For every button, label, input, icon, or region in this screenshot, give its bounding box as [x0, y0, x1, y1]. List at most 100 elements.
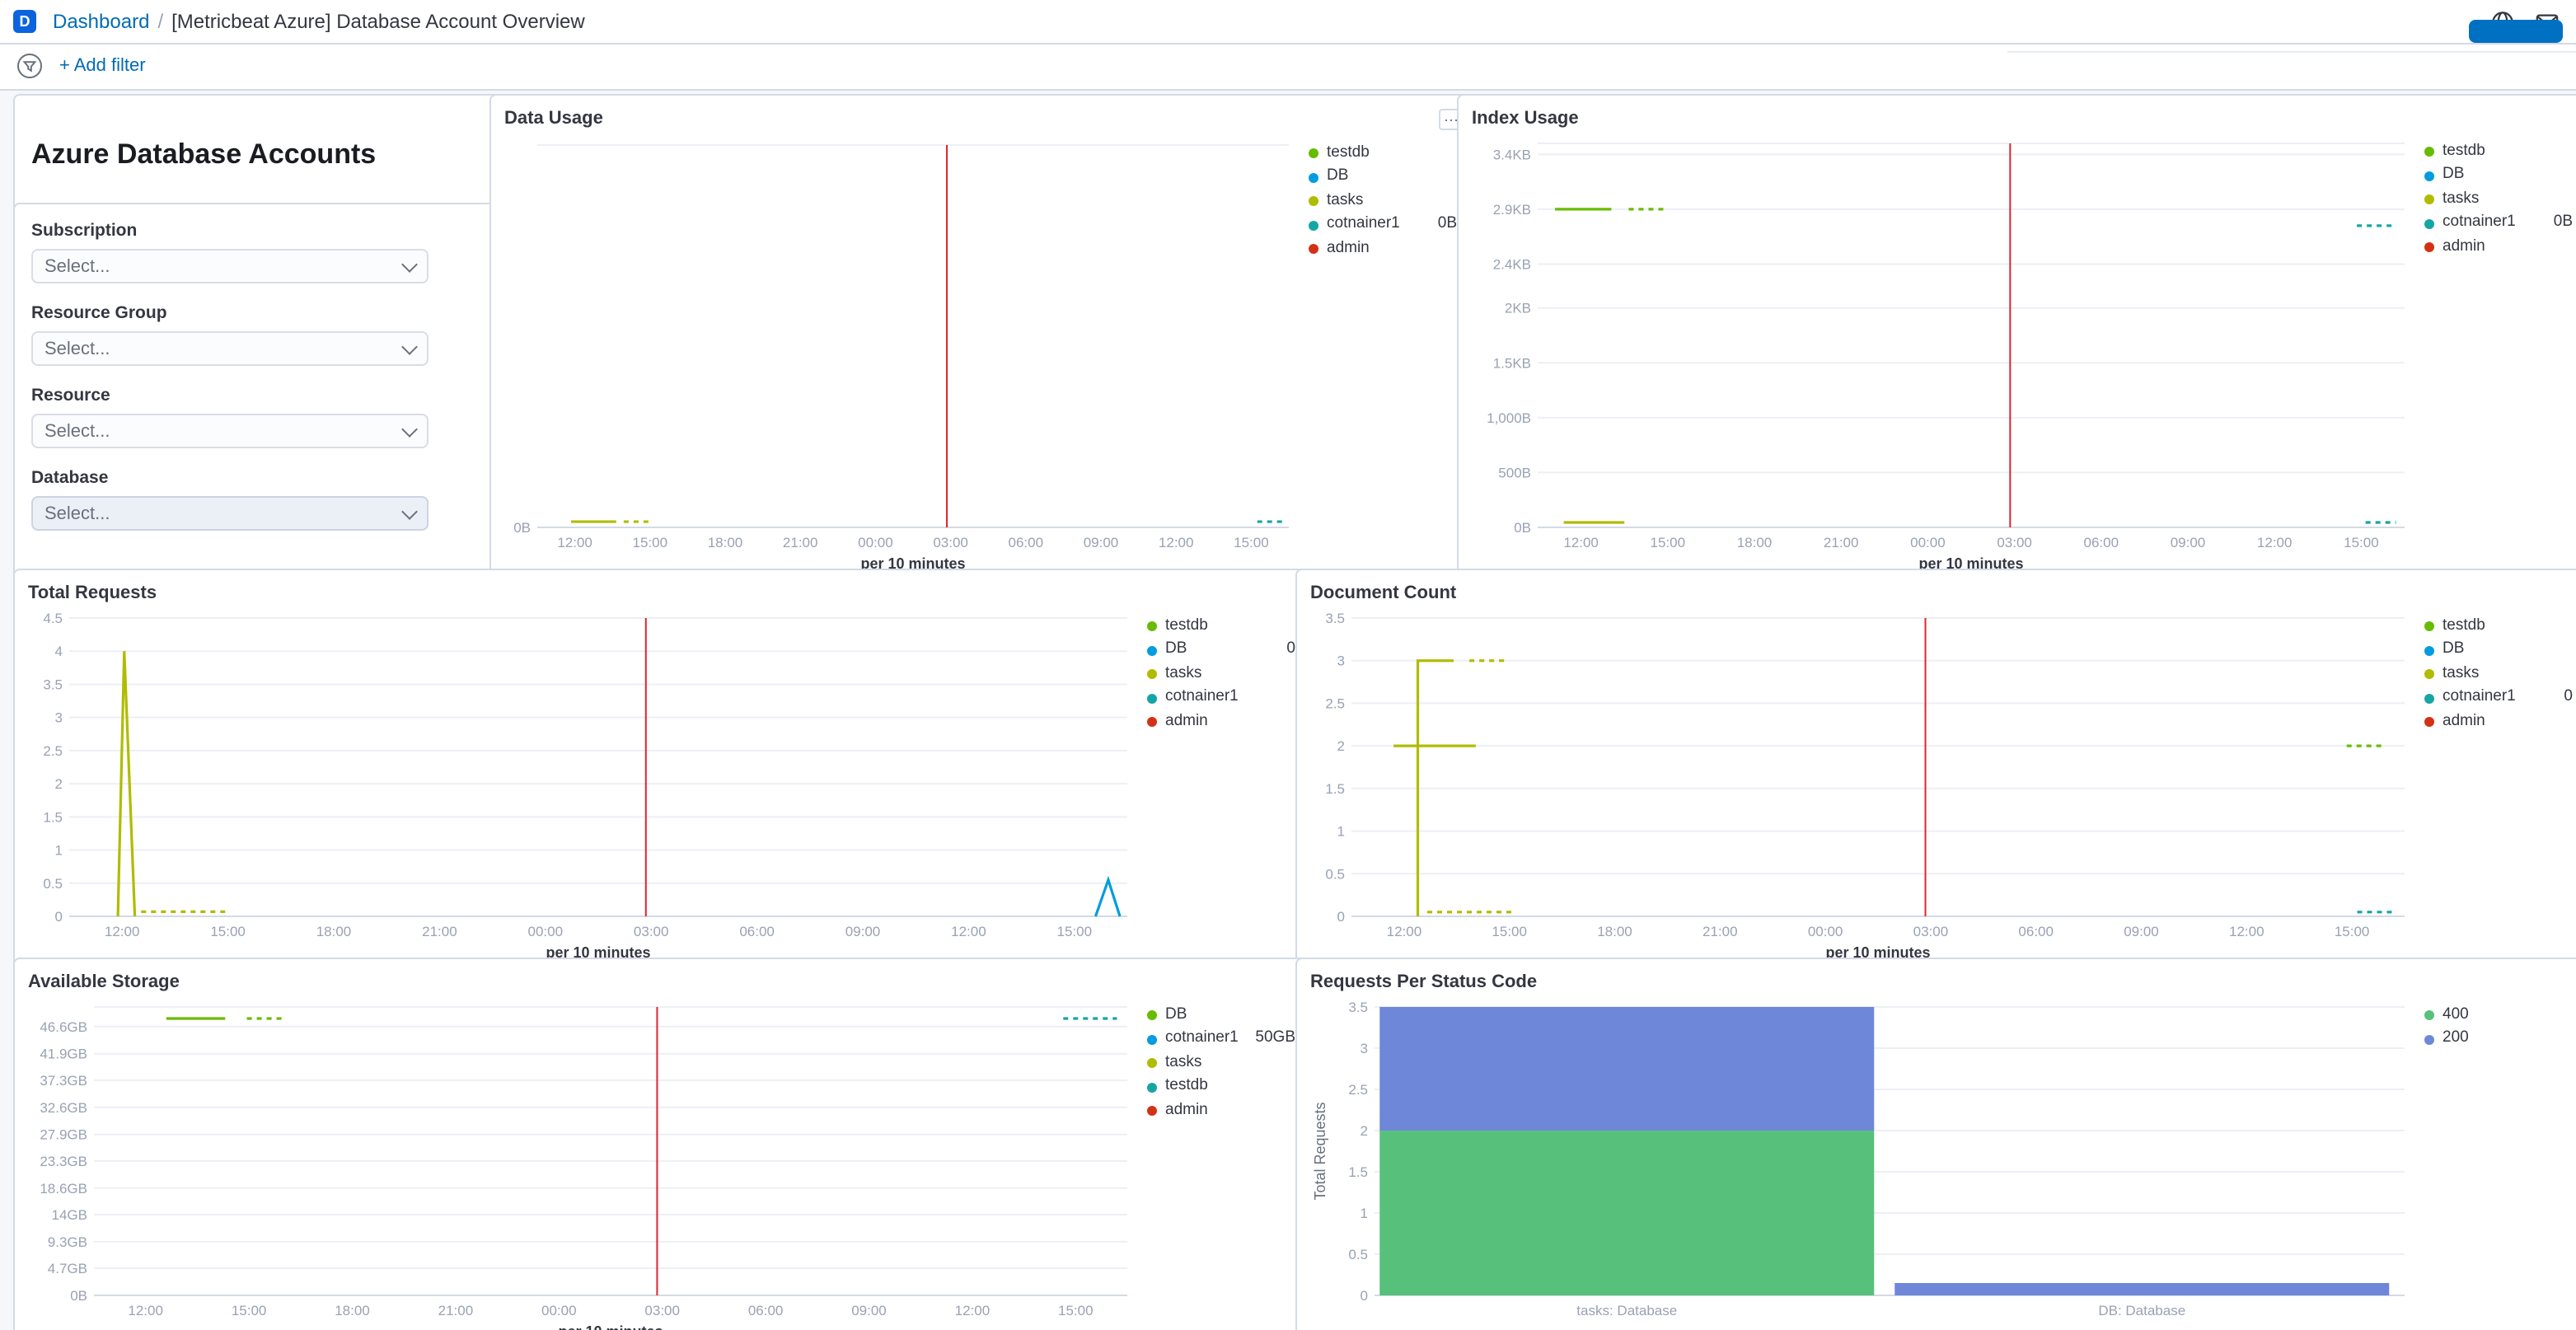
- legend-item-DB[interactable]: DB: [2424, 642, 2573, 660]
- bar-400[interactable]: [1379, 1131, 1875, 1295]
- svg-text:3.5: 3.5: [43, 677, 63, 692]
- subscription-label: Subscription: [31, 221, 138, 241]
- svg-text:2.5: 2.5: [43, 743, 63, 759]
- svg-text:03:00: 03:00: [933, 535, 968, 550]
- legend-dot: [1147, 1034, 1157, 1045]
- legend-item-admin[interactable]: admin: [2424, 713, 2573, 731]
- svg-text:12:00: 12:00: [557, 535, 592, 550]
- document-count-svg[interactable]: 3.5 3 2.5 2 1.5 1 0.5 0 12:00 15:00 18:00 21:00 00:0…: [1310, 605, 2414, 966]
- data-usage-svg[interactable]: 0B 12:00 15:00 18:00 21:00 00:00 03:00 06:00 09:…: [504, 132, 1299, 577]
- legend-dot: [2424, 242, 2434, 253]
- legend-dot: [1309, 196, 1318, 207]
- series-DB: [1094, 875, 1122, 917]
- svg-text:1.5: 1.5: [1325, 781, 1345, 797]
- svg-text:12:00: 12:00: [2229, 924, 2265, 939]
- legend-item-400[interactable]: 400: [2424, 1007, 2573, 1025]
- document-count-plot-area[interactable]: 3.5 3 2.5 2 1.5 1 0.5 0 12:00 15:00 18:00 21:00 00:0…: [1310, 605, 2414, 966]
- legend-item-tasks[interactable]: tasks: [1309, 193, 1457, 211]
- legend-item-200[interactable]: 200: [2424, 1031, 2573, 1049]
- legend-item-DB[interactable]: DB: [1309, 169, 1457, 187]
- svg-text:12:00: 12:00: [2257, 535, 2293, 550]
- database-placeholder: Select...: [44, 503, 110, 523]
- legend-item-testdb[interactable]: testdb: [1147, 1079, 1295, 1097]
- svg-text:1,000B: 1,000B: [1487, 410, 1531, 426]
- legend-item-DB[interactable]: DB: [1147, 1007, 1295, 1025]
- legend-item-cotnainer1[interactable]: cotnainer1 0: [2424, 688, 2573, 708]
- svg-text:15:00: 15:00: [232, 1303, 267, 1318]
- legend-item-cotnainer1[interactable]: cotnainer1: [1147, 690, 1295, 708]
- index-usage-svg[interactable]: 3.4KB 2.9KB 2.4KB 2KB 1.5KB 1,000B 500B 0B 12:00…: [1472, 130, 2414, 577]
- svg-text:15:00: 15:00: [1492, 924, 1527, 939]
- legend-item-testdb[interactable]: testdb: [2424, 618, 2573, 636]
- available-storage-plot-area[interactable]: 46.6GB 41.9GB 37.3GB 32.6GB 27.9GB 23.3GB 18.6…: [28, 994, 1137, 1330]
- bar-200[interactable]: [1379, 1007, 1875, 1131]
- legend-label: testdb: [2443, 143, 2485, 160]
- filter-icon[interactable]: [16, 53, 43, 79]
- legend-label: tasks: [1165, 1054, 1202, 1071]
- legend-dot: [1147, 645, 1157, 656]
- legend-item-admin[interactable]: admin: [2424, 238, 2573, 256]
- index-usage-plot-area[interactable]: 3.4KB 2.9KB 2.4KB 2KB 1.5KB 1,000B 500B 0B 12:00…: [1472, 130, 2414, 577]
- svg-text:3: 3: [1337, 653, 1345, 669]
- svg-text:15:00: 15:00: [1058, 1303, 1094, 1318]
- requests-per-status-code-svg[interactable]: 3.5 3 2.5 2 1.5 1 0.5 0 Total Requests tasks: Dat…: [1310, 994, 2414, 1330]
- total-requests-plot-area[interactable]: 4.5 4 3.5 3 2.5 2 1.5 1 0.5 0 12:00 15:00 18:00 21:00…: [28, 605, 1137, 966]
- update-button-partial[interactable]: [2469, 20, 2563, 43]
- legend-item-admin[interactable]: admin: [1309, 240, 1457, 258]
- svg-text:1: 1: [1337, 824, 1345, 840]
- svg-text:1: 1: [1361, 1206, 1368, 1221]
- legend-item-tasks[interactable]: tasks: [1147, 666, 1295, 684]
- svg-text:1: 1: [55, 843, 63, 859]
- chevron-down-icon: [401, 255, 418, 272]
- resource-group-select[interactable]: Select...: [31, 331, 429, 366]
- legend-item-testdb[interactable]: testdb: [1147, 618, 1295, 636]
- svg-text:12:00: 12:00: [955, 1303, 991, 1318]
- legend-item-cotnainer1[interactable]: cotnainer1 0B: [2424, 213, 2573, 233]
- legend-label: 400: [2443, 1007, 2469, 1023]
- total-requests-legend: testdb DB 0 tasks cotnainer1 admin: [1137, 605, 1302, 966]
- breadcrumb-dashboard-link[interactable]: Dashboard: [53, 10, 150, 33]
- legend-item-testdb[interactable]: testdb: [2424, 143, 2573, 162]
- legend-item-cotnainer1[interactable]: cotnainer1 50GB: [1147, 1029, 1295, 1049]
- subscription-select[interactable]: Select...: [31, 249, 429, 283]
- legend-label: testdb: [2443, 618, 2485, 635]
- legend-label: tasks: [2443, 190, 2480, 208]
- svg-text:500B: 500B: [1498, 465, 1531, 480]
- panel-document-count: Document Count 3.5 3 2.5 2 1.5 1 0.5 0 12:00 15:0…: [1295, 569, 2576, 974]
- filter-bar: + Add filter: [0, 43, 2576, 91]
- svg-text:37.3GB: 37.3GB: [40, 1073, 87, 1089]
- legend-item-tasks[interactable]: tasks: [2424, 191, 2573, 209]
- legend-item-testdb[interactable]: testdb: [1309, 145, 1457, 163]
- svg-text:4: 4: [55, 644, 63, 659]
- svg-text:12:00: 12:00: [951, 924, 986, 939]
- bar-200[interactable]: [1895, 1283, 2390, 1295]
- legend-item-tasks[interactable]: tasks: [1147, 1055, 1295, 1073]
- legend-dot: [1147, 1010, 1157, 1021]
- legend-value: 0B: [1437, 214, 1457, 233]
- resource-select[interactable]: Select...: [31, 414, 429, 448]
- data-usage-plot-area[interactable]: 0B 12:00 15:00 18:00 21:00 00:00 03:00 06:00 09:…: [504, 132, 1299, 577]
- legend-item-DB[interactable]: DB 0: [1147, 640, 1295, 660]
- legend-item-admin[interactable]: admin: [1147, 713, 1295, 731]
- svg-text:0B: 0B: [1514, 520, 1531, 536]
- legend-item-admin[interactable]: admin: [1147, 1102, 1295, 1120]
- legend-item-cotnainer1[interactable]: cotnainer1 0B: [1309, 214, 1457, 235]
- svg-text:DB: Database: DB: Database: [2098, 1303, 2185, 1318]
- available-storage-legend: DB cotnainer1 50GB tasks testdb admin: [1137, 994, 1302, 1330]
- document-count-legend: testdb DB tasks cotnainer1 0 admin: [2414, 605, 2576, 966]
- svg-text:per 10 minutes: per 10 minutes: [1918, 555, 2023, 572]
- svg-text:03:00: 03:00: [1997, 535, 2032, 550]
- available-storage-svg[interactable]: 46.6GB 41.9GB 37.3GB 32.6GB 27.9GB 23.3GB 18.6…: [28, 994, 1137, 1330]
- resource-placeholder: Select...: [44, 421, 110, 441]
- database-select[interactable]: Select...: [31, 496, 429, 531]
- legend-item-tasks[interactable]: tasks: [2424, 666, 2573, 684]
- total-requests-svg[interactable]: 4.5 4 3.5 3 2.5 2 1.5 1 0.5 0 12:00 15:00 18:00 21:00…: [28, 605, 1137, 966]
- add-filter-link[interactable]: + Add filter: [59, 56, 146, 76]
- legend-dot: [2424, 194, 2434, 205]
- legend-dot: [2424, 645, 2434, 656]
- top-header: D Dashboard / [Metricbeat Azure] Databas…: [0, 0, 2576, 44]
- legend-item-DB[interactable]: DB: [2424, 167, 2573, 185]
- svg-text:1.5KB: 1.5KB: [1493, 355, 1531, 371]
- status-code-plot-area[interactable]: 3.5 3 2.5 2 1.5 1 0.5 0 Total Requests tasks: Dat…: [1310, 994, 2414, 1330]
- elastic-logo-icon[interactable]: D: [13, 10, 36, 33]
